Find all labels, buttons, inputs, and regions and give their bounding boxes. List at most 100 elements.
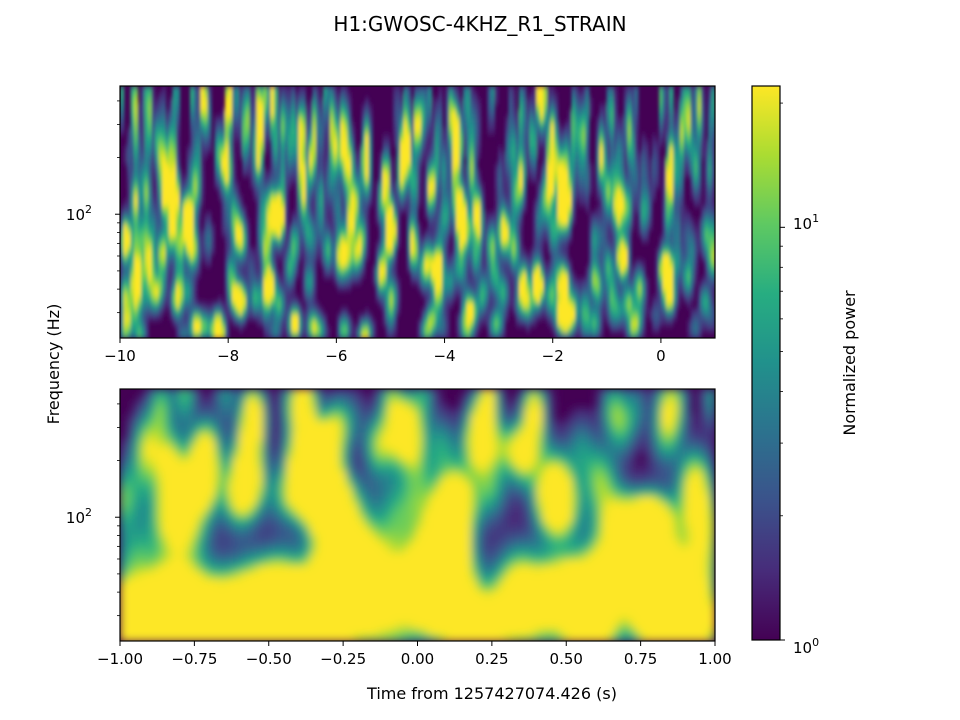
heatmap-tile bbox=[459, 194, 464, 201]
heatmap-tile bbox=[557, 284, 562, 291]
heatmap-tile bbox=[634, 152, 639, 159]
heatmap-tile bbox=[151, 212, 156, 219]
heatmap-tile bbox=[333, 248, 338, 255]
heatmap-tile bbox=[533, 176, 538, 183]
heatmap-tile bbox=[704, 176, 709, 183]
heatmap-tile bbox=[337, 200, 342, 207]
heatmap-tile bbox=[606, 248, 611, 255]
heatmap-tile bbox=[704, 236, 709, 243]
heatmap-tile bbox=[442, 320, 447, 327]
heatmap-tile bbox=[333, 230, 338, 237]
heatmap-tile bbox=[666, 272, 671, 279]
heatmap-tile bbox=[270, 254, 275, 261]
heatmap-tile bbox=[617, 134, 622, 141]
heatmap-tile bbox=[379, 164, 384, 171]
heatmap-tile bbox=[575, 296, 580, 303]
heatmap-tile bbox=[347, 326, 352, 333]
heatmap-tile bbox=[148, 290, 153, 297]
heatmap-tile bbox=[130, 302, 135, 309]
heatmap-tile bbox=[522, 164, 527, 171]
heatmap-tile bbox=[200, 242, 205, 249]
heatmap-tile bbox=[645, 170, 650, 177]
heatmap-tile bbox=[127, 212, 132, 219]
heatmap-tile bbox=[694, 272, 699, 279]
heatmap-tile bbox=[246, 170, 251, 177]
heatmap-tile bbox=[312, 332, 317, 338]
heatmap-tile bbox=[389, 170, 394, 177]
heatmap-tile bbox=[711, 326, 715, 333]
heatmap-tile bbox=[697, 164, 702, 171]
heatmap-tile bbox=[561, 152, 566, 159]
heatmap-tile bbox=[631, 308, 636, 315]
heatmap-tile bbox=[501, 302, 506, 309]
heatmap-tile bbox=[673, 272, 678, 279]
heatmap-tile bbox=[519, 284, 524, 291]
heatmap-tile bbox=[424, 182, 429, 189]
heatmap-tile bbox=[526, 320, 531, 327]
heatmap-tile bbox=[550, 182, 555, 189]
heatmap-tile bbox=[393, 314, 398, 321]
heatmap-tile bbox=[564, 188, 569, 195]
heatmap-tile bbox=[484, 278, 489, 285]
heatmap-tile bbox=[424, 140, 429, 147]
heatmap-tile bbox=[561, 296, 566, 303]
heatmap-tile bbox=[281, 164, 286, 171]
heatmap-tile bbox=[463, 326, 468, 333]
heatmap-tile bbox=[484, 242, 489, 249]
heatmap-tile bbox=[183, 200, 188, 207]
heatmap-tile bbox=[127, 320, 132, 327]
heatmap-tile bbox=[669, 230, 674, 237]
heatmap-tile bbox=[172, 248, 177, 255]
heatmap-tile bbox=[267, 188, 272, 195]
heatmap-tile bbox=[554, 176, 559, 183]
heatmap-tile bbox=[267, 302, 272, 309]
heatmap-tile bbox=[627, 170, 632, 177]
heatmap-tile bbox=[470, 176, 475, 183]
heatmap-tile bbox=[498, 314, 503, 321]
heatmap-tile bbox=[214, 302, 219, 309]
heatmap-tile bbox=[463, 284, 468, 291]
heatmap-tile bbox=[382, 182, 387, 189]
heatmap-tile bbox=[494, 254, 499, 261]
heatmap-tile bbox=[694, 254, 699, 261]
heatmap-tile bbox=[701, 206, 706, 213]
heatmap-tile bbox=[165, 296, 170, 303]
heatmap-tile bbox=[554, 134, 559, 141]
heatmap-tile bbox=[561, 314, 566, 321]
heatmap-tile bbox=[557, 296, 562, 303]
heatmap-tile bbox=[666, 302, 671, 309]
heatmap-tile bbox=[246, 260, 251, 267]
heatmap-tile bbox=[540, 170, 545, 177]
heatmap-tile bbox=[267, 230, 272, 237]
heatmap-tile bbox=[120, 122, 125, 129]
heatmap-tile bbox=[291, 152, 296, 159]
heatmap-tile bbox=[200, 302, 205, 309]
heatmap-tile bbox=[295, 248, 300, 255]
heatmap-tile bbox=[533, 200, 538, 207]
heatmap-tile bbox=[652, 320, 657, 327]
heatmap-tile bbox=[673, 314, 678, 321]
heatmap-tile bbox=[144, 122, 149, 129]
heatmap-tile bbox=[645, 218, 650, 225]
heatmap-tile bbox=[267, 242, 272, 249]
heatmap-tile bbox=[337, 242, 342, 249]
heatmap-tile bbox=[708, 176, 713, 183]
heatmap-tile bbox=[379, 248, 384, 255]
heatmap-tile bbox=[620, 272, 625, 279]
heatmap-tile bbox=[253, 188, 258, 195]
heatmap-tile bbox=[193, 194, 198, 201]
heatmap-tile bbox=[617, 128, 622, 135]
heatmap-tile bbox=[186, 158, 191, 165]
heatmap-tile bbox=[564, 170, 569, 177]
heatmap-tile bbox=[190, 266, 195, 273]
heatmap-tile bbox=[680, 170, 685, 177]
heatmap-tile bbox=[473, 272, 478, 279]
heatmap-tile bbox=[424, 170, 429, 177]
heatmap-tile bbox=[680, 260, 685, 267]
heatmap-tile bbox=[704, 194, 709, 201]
heatmap-tile bbox=[585, 164, 590, 171]
heatmap-tile bbox=[319, 134, 324, 141]
heatmap-tile bbox=[662, 182, 667, 189]
heatmap-tile bbox=[431, 278, 436, 285]
heatmap-tile bbox=[554, 188, 559, 195]
